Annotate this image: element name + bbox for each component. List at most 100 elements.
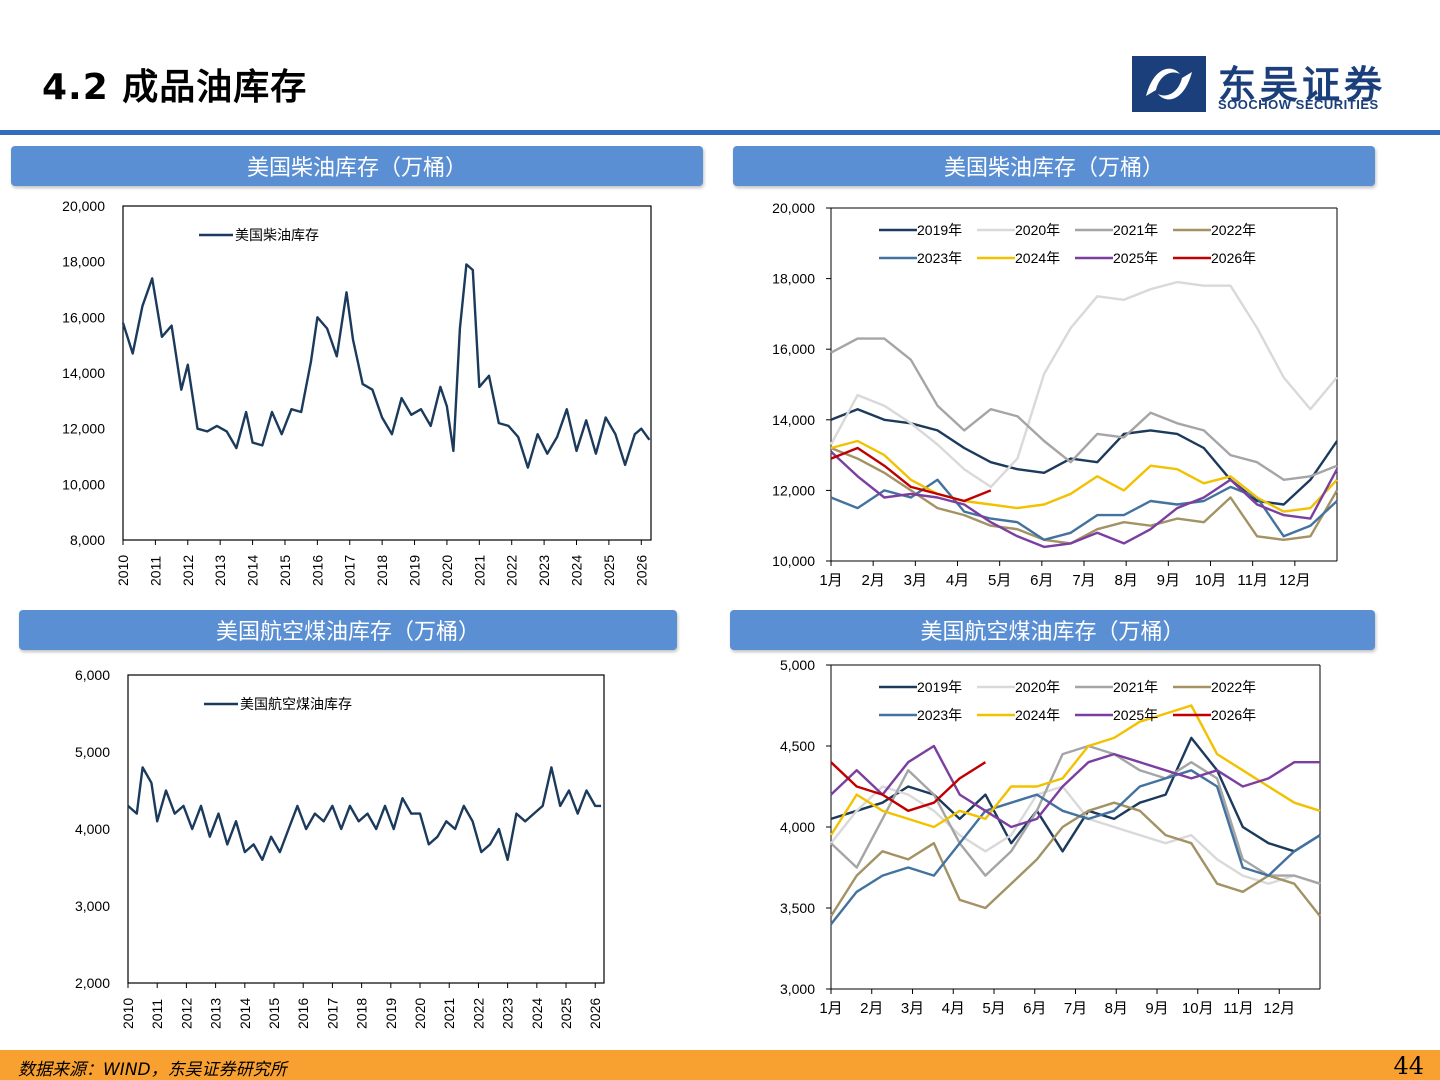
panel-header-jet-history: 美国航空煤油库存（万桶） bbox=[19, 610, 677, 650]
legend-label: 2022年 bbox=[1211, 222, 1256, 238]
jet-fuel-inventory-history-chart: 2,000 3,000 4,000 5,000 6,000 2010 2011 2012 201… bbox=[75, 667, 605, 1029]
plot-frame bbox=[127, 674, 605, 984]
header-rule bbox=[0, 130, 1440, 135]
x-tick-label: 4月 bbox=[942, 1000, 965, 1017]
y-tick-label: 16,000 bbox=[62, 309, 105, 325]
x-tick-label: 2月 bbox=[861, 572, 884, 589]
y-tick-label: 12,000 bbox=[62, 421, 105, 437]
x-tick-label: 7月 bbox=[1072, 572, 1095, 589]
y-tick-label: 10,000 bbox=[772, 553, 815, 569]
legend-label: 2019年 bbox=[917, 222, 962, 238]
y-tick-label: 4,000 bbox=[75, 821, 110, 837]
panel-header-diesel-seasonal: 美国柴油库存（万桶） bbox=[733, 146, 1375, 186]
x-tick-label: 2012 bbox=[180, 555, 196, 586]
x-tick-label: 7月 bbox=[1064, 1000, 1087, 1017]
x-tick-label: 2020 bbox=[439, 555, 455, 586]
x-tick-label: 2025 bbox=[601, 555, 617, 586]
legend-label: 2025年 bbox=[1113, 707, 1158, 723]
series-line bbox=[830, 761, 987, 813]
legend-label: 2021年 bbox=[1113, 222, 1158, 238]
series-line bbox=[830, 439, 1338, 513]
x-tick-label: 2023 bbox=[536, 555, 552, 586]
x-tick-label: 8月 bbox=[1105, 1000, 1128, 1017]
x-tick-label: 2月 bbox=[860, 1000, 883, 1017]
y-tick-label: 8,000 bbox=[70, 532, 105, 548]
legend-label: 美国柴油库存 bbox=[235, 227, 319, 243]
x-tick-label: 2015 bbox=[277, 555, 293, 586]
data-source-note: 数据来源：WIND，东吴证券研究所 bbox=[18, 1060, 287, 1080]
y-tick-label: 20,000 bbox=[62, 198, 105, 214]
x-tick-label: 2019 bbox=[383, 998, 399, 1029]
x-tick-label: 10月 bbox=[1195, 572, 1227, 589]
series-line bbox=[121, 263, 651, 469]
x-tick-label: 2010 bbox=[115, 555, 131, 586]
panel-header-jet-seasonal: 美国航空煤油库存（万桶） bbox=[730, 610, 1375, 650]
x-tick-label: 1月 bbox=[819, 572, 842, 589]
legend-label: 2020年 bbox=[1015, 679, 1060, 695]
x-tick-label: 3月 bbox=[901, 1000, 924, 1017]
y-tick-label: 18,000 bbox=[62, 254, 105, 270]
legend-label: 2024年 bbox=[1015, 250, 1060, 266]
x-tick-label: 2011 bbox=[149, 999, 165, 1029]
x-tick-label: 2013 bbox=[212, 555, 228, 586]
x-tick-label: 2012 bbox=[178, 998, 194, 1029]
x-tick-label: 2014 bbox=[245, 555, 261, 586]
x-tick-label: 2015 bbox=[266, 998, 282, 1029]
x-tick-label: 2010 bbox=[120, 998, 136, 1029]
y-tick-label: 18,000 bbox=[772, 271, 815, 287]
series-line bbox=[830, 744, 1320, 829]
x-tick-label: 2016 bbox=[309, 555, 325, 586]
diesel-inventory-history-chart: 8,000 10,000 12,000 14,000 16,000 18,000 20,00… bbox=[62, 198, 652, 586]
series-line bbox=[830, 337, 1338, 481]
y-tick-label: 20,000 bbox=[772, 200, 815, 216]
x-tick-label: 9月 bbox=[1157, 572, 1180, 589]
legend-label: 2026年 bbox=[1211, 250, 1256, 266]
legend-label: 2025年 bbox=[1113, 250, 1158, 266]
legend-label: 2022年 bbox=[1211, 679, 1256, 695]
y-tick-label: 3,500 bbox=[780, 900, 815, 916]
x-tick-label: 9月 bbox=[1145, 1000, 1168, 1017]
x-tick-label: 5月 bbox=[982, 1000, 1005, 1017]
logo-chinese-name: 东吴证券 bbox=[1218, 63, 1387, 107]
x-tick-label: 2017 bbox=[324, 998, 340, 1029]
x-tick-label: 2026 bbox=[633, 555, 649, 586]
x-tick-label: 2016 bbox=[295, 998, 311, 1029]
series-line bbox=[830, 744, 1321, 885]
legend-label: 2026年 bbox=[1211, 707, 1256, 723]
y-tick-label: 4,000 bbox=[780, 819, 815, 835]
y-tick-label: 3,000 bbox=[75, 898, 110, 914]
series-line bbox=[830, 446, 992, 503]
series-line bbox=[127, 766, 602, 862]
legend-label: 2023年 bbox=[917, 250, 962, 266]
legend-label: 2020年 bbox=[1015, 222, 1060, 238]
series-line bbox=[830, 736, 1321, 853]
series-line bbox=[830, 769, 1321, 925]
series-line bbox=[830, 785, 1321, 885]
x-tick-label: 2021 bbox=[441, 998, 457, 1029]
x-tick-label: 2022 bbox=[470, 998, 486, 1029]
x-tick-label: 12月 bbox=[1263, 1000, 1295, 1017]
y-tick-label: 4,500 bbox=[780, 738, 815, 754]
x-tick-label: 1月 bbox=[819, 1000, 842, 1017]
y-tick-label: 14,000 bbox=[62, 365, 105, 381]
legend-label: 2021年 bbox=[1113, 679, 1158, 695]
x-tick-label: 2026 bbox=[587, 998, 603, 1029]
x-tick-label: 3月 bbox=[904, 572, 927, 589]
plot-frame bbox=[122, 205, 652, 541]
x-tick-label: 2021 bbox=[471, 555, 487, 586]
x-tick-label: 8月 bbox=[1114, 572, 1137, 589]
y-tick-label: 10,000 bbox=[62, 476, 105, 492]
panel-header-diesel-history: 美国柴油库存（万桶） bbox=[11, 146, 703, 186]
footer-bar bbox=[0, 1050, 1440, 1080]
y-tick-label: 14,000 bbox=[772, 412, 815, 428]
y-tick-label: 6,000 bbox=[75, 667, 110, 683]
x-tick-label: 2018 bbox=[354, 998, 370, 1029]
x-tick-label: 2018 bbox=[374, 555, 390, 586]
x-tick-label: 5月 bbox=[988, 572, 1011, 589]
y-tick-label: 3,000 bbox=[780, 981, 815, 997]
y-tick-label: 5,000 bbox=[75, 744, 110, 760]
series-line bbox=[830, 407, 1338, 506]
legend-label: 2024年 bbox=[1015, 707, 1060, 723]
diesel-inventory-seasonal-chart: 10,000 12,000 14,000 16,000 18,000 20,000 1月 2月… bbox=[772, 200, 1339, 589]
legend-label: 2019年 bbox=[917, 679, 962, 695]
